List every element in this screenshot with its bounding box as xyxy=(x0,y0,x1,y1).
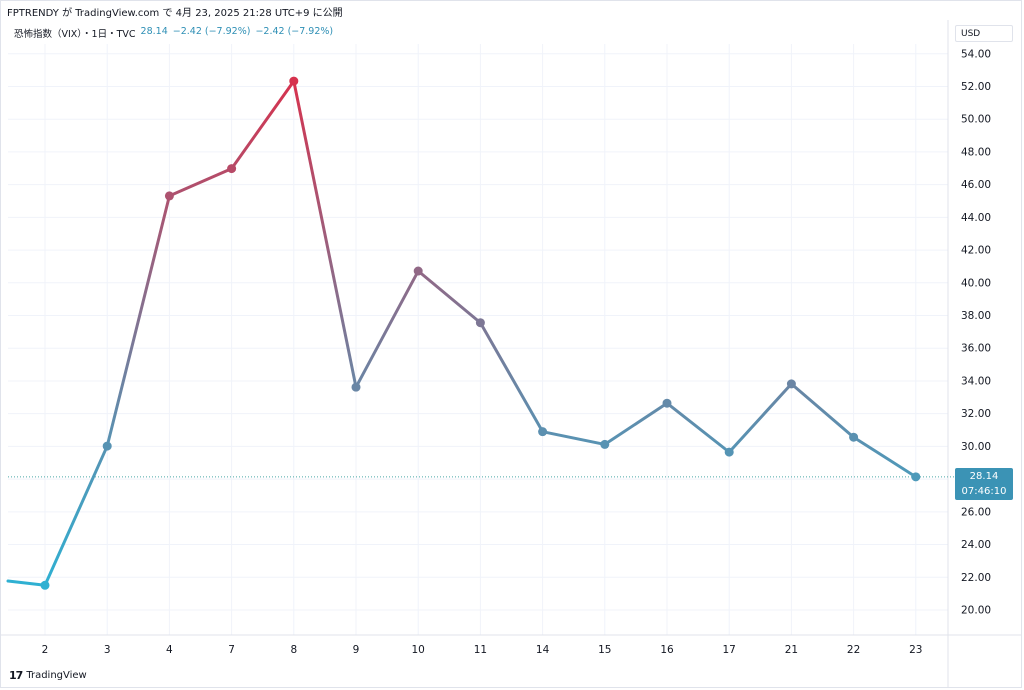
bar-countdown: 07:46:10 xyxy=(961,486,1007,497)
data-point xyxy=(662,398,672,408)
y-tick-label: 50.00 xyxy=(961,114,991,126)
data-point xyxy=(289,76,299,86)
x-tick-label: 2 xyxy=(42,644,49,656)
y-tick-label: 32.00 xyxy=(961,408,991,420)
data-point xyxy=(911,472,921,482)
series-line-segment xyxy=(789,382,856,439)
x-tick-label: 17 xyxy=(723,644,736,656)
y-tick-label: 52.00 xyxy=(961,81,991,93)
data-point xyxy=(538,427,548,437)
tradingview-branding[interactable]: 17 TradingView xyxy=(9,669,87,682)
series-line-segment xyxy=(665,401,731,454)
last-price-value: 28.14 xyxy=(969,471,999,482)
y-tick-label: 20.00 xyxy=(961,605,991,617)
y-tick-label: 48.00 xyxy=(961,146,991,158)
legend-change: −2.42 (−7.92%) xyxy=(172,26,251,37)
legend-last-value: 28.14 xyxy=(140,26,168,37)
legend-symbol[interactable]: 恐怖指数（VIX）・1日・TVC xyxy=(14,29,136,40)
series-line-segment xyxy=(292,79,358,389)
symbol-legend[interactable]: 恐怖指数（VIX）・1日・TVC 28.14 −2.42 (−7.92%) −2… xyxy=(14,26,333,40)
data-point xyxy=(102,441,112,451)
y-tick-label: 34.00 xyxy=(961,375,991,387)
tradingview-brand-text: TradingView xyxy=(26,670,87,681)
series-line-segment xyxy=(43,444,109,587)
series-line-segment xyxy=(541,430,607,446)
data-point xyxy=(600,439,610,449)
y-tick-label: 24.00 xyxy=(961,539,991,551)
x-tick-label: 21 xyxy=(785,644,798,656)
x-tick-label: 23 xyxy=(909,644,922,656)
series-line-segment xyxy=(852,435,918,479)
x-tick-label: 9 xyxy=(353,644,360,656)
series-line-segment xyxy=(416,269,482,325)
series-line-segment xyxy=(727,382,793,454)
series-line-segment xyxy=(603,401,669,446)
currency-selector[interactable]: USD xyxy=(955,25,1013,42)
x-tick-label: 14 xyxy=(536,644,550,656)
series-line-segment xyxy=(167,167,234,198)
y-tick-label: 30.00 xyxy=(961,441,991,453)
y-tick-label: 40.00 xyxy=(961,277,991,289)
x-tick-label: 7 xyxy=(228,644,235,656)
series-line-segment xyxy=(105,194,171,448)
publish-info: FPTRENDY が TradingView.com で 4月 23, 2025… xyxy=(7,8,343,19)
x-tick-label: 10 xyxy=(412,644,425,656)
x-tick-label: 11 xyxy=(474,644,487,656)
data-point xyxy=(724,447,734,457)
data-point xyxy=(227,164,237,174)
data-point xyxy=(786,379,796,389)
data-point xyxy=(40,580,50,590)
y-tick-label: 22.00 xyxy=(961,572,991,584)
y-tick-label: 38.00 xyxy=(961,310,991,322)
y-tick-label: 44.00 xyxy=(961,212,991,224)
y-tick-label: 36.00 xyxy=(961,343,991,355)
x-tick-label: 15 xyxy=(598,644,611,656)
y-tick-label: 54.00 xyxy=(961,48,991,60)
data-point xyxy=(413,266,423,276)
y-tick-label: 26.00 xyxy=(961,506,991,518)
data-point xyxy=(351,382,361,392)
legend-change-repeat: −2.42 (−7.92%) xyxy=(255,26,334,37)
x-tick-label: 22 xyxy=(847,644,860,656)
tradingview-logo-icon: 17 xyxy=(9,669,23,682)
data-point xyxy=(164,191,174,201)
x-tick-label: 16 xyxy=(660,644,674,656)
series-line-segment xyxy=(354,269,420,389)
x-tick-label: 4 xyxy=(166,644,173,656)
x-tick-label: 3 xyxy=(104,644,111,656)
series-line-segment xyxy=(478,321,545,434)
data-point xyxy=(849,432,859,442)
x-tick-label: 8 xyxy=(290,644,297,656)
data-point xyxy=(475,318,485,328)
series-lead-in-segment xyxy=(6,579,47,587)
y-tick-label: 46.00 xyxy=(961,179,991,191)
y-tick-label: 42.00 xyxy=(961,245,991,257)
series-line-segment xyxy=(230,79,296,171)
last-price-label: 28.14 07:46:10 xyxy=(955,468,1013,500)
